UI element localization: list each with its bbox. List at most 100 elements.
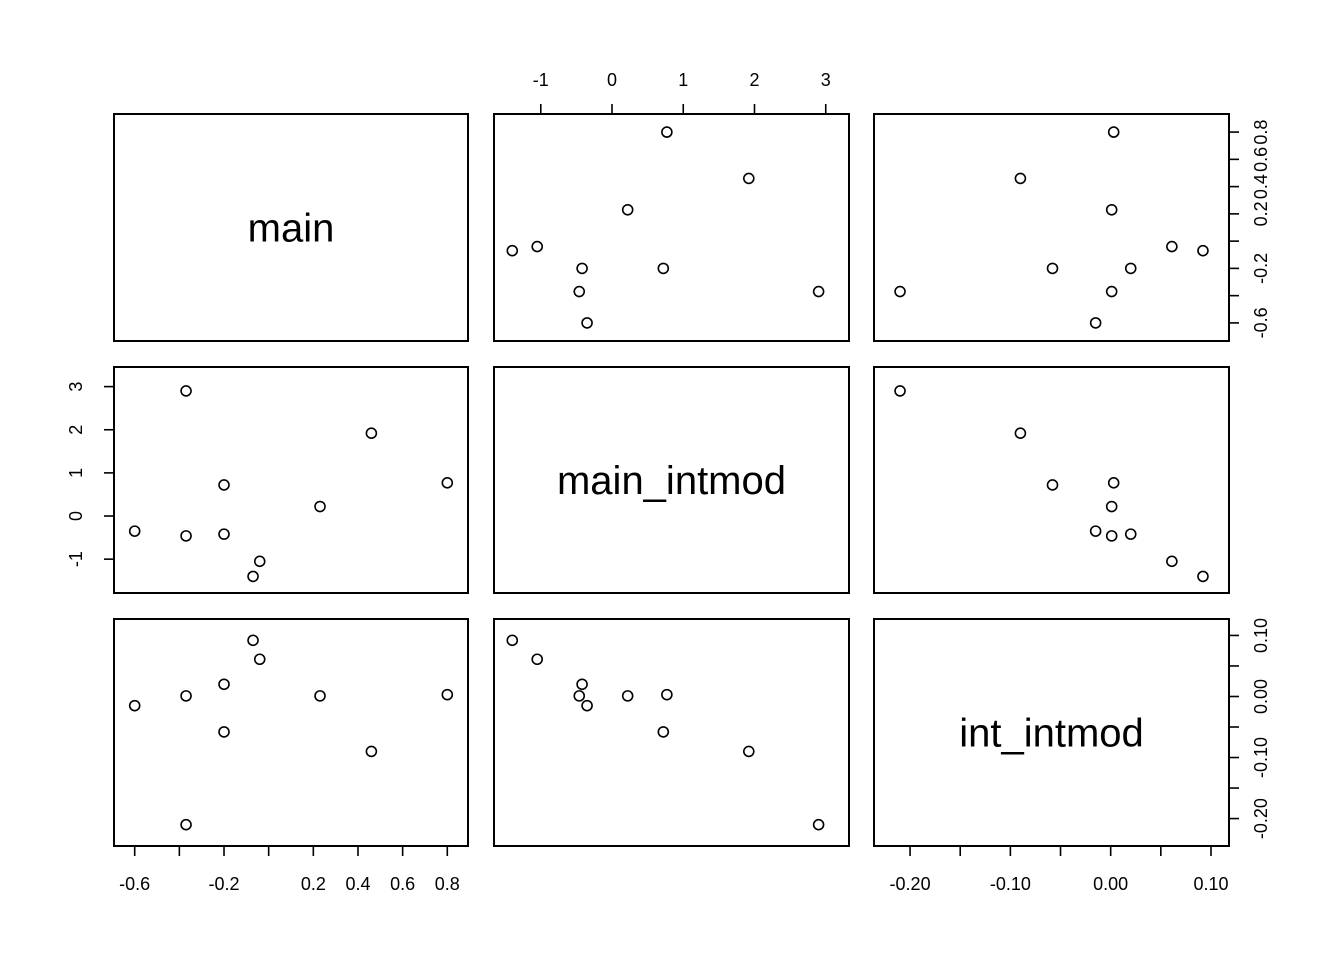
point-main_intmod-vs-main-6 <box>247 570 259 583</box>
point-int_intmod-vs-main_intmod-8 <box>621 690 634 702</box>
point-main-vs-main_intmod-6 <box>506 244 519 257</box>
panel-frame-int_intmod-main <box>113 618 469 847</box>
panel-frame-main_intmod-main_intmod <box>493 366 850 594</box>
tick-label-right-main: -0.6 <box>1251 307 1271 338</box>
point-main_intmod-vs-main-9 <box>365 427 378 439</box>
point-main-vs-int_intmod-6 <box>1197 244 1209 257</box>
tick-label-right-int_intmod: -0.20 <box>1251 798 1271 839</box>
point-main-vs-int_intmod-8 <box>1105 203 1118 216</box>
point-int_intmod-vs-main_intmod-10 <box>661 688 673 701</box>
point-main_intmod-vs-int_intmod-1 <box>1089 525 1102 537</box>
tick-label-bottom-main: 0.6 <box>390 874 415 894</box>
tick-label-top-main_intmod: 1 <box>678 70 688 90</box>
point-int_intmod-vs-main-1 <box>128 699 141 712</box>
point-int_intmod-vs-main-9 <box>365 745 378 758</box>
diagonal-label-main_intmod: main_intmod <box>557 459 786 503</box>
point-main_intmod-vs-main-1 <box>128 525 141 537</box>
point-main-vs-int_intmod-10 <box>1107 126 1120 138</box>
point-main_intmod-vs-main-8 <box>314 500 326 513</box>
point-main-vs-int_intmod-9 <box>1014 172 1027 185</box>
point-main_intmod-vs-int_intmod-3 <box>894 385 906 397</box>
point-main_intmod-vs-main-4 <box>218 479 230 491</box>
point-main-vs-int_intmod-3 <box>894 285 906 298</box>
point-main_intmod-vs-int_intmod-9 <box>1014 427 1027 439</box>
tick-label-left-main_intmod: 2 <box>66 425 86 435</box>
panel-frame-main_intmod-main <box>113 366 469 594</box>
diagonal-label-int_intmod: int_intmod <box>959 712 1144 756</box>
tick-label-right-main: 0.8 <box>1251 120 1271 145</box>
tick-label-right-int_intmod: -0.10 <box>1251 737 1271 778</box>
point-int_intmod-vs-main_intmod-7 <box>531 653 544 666</box>
point-main-vs-int_intmod-2 <box>1105 285 1118 298</box>
point-main_intmod-vs-main-5 <box>218 528 230 540</box>
point-main_intmod-vs-int_intmod-2 <box>1105 530 1118 542</box>
point-main-vs-main_intmod-7 <box>531 240 544 253</box>
panel-frame-main-main_intmod <box>493 113 850 342</box>
tick-label-top-main_intmod: -1 <box>533 70 549 90</box>
point-int_intmod-vs-main_intmod-3 <box>812 818 825 831</box>
panel-frame-main-int_intmod <box>873 113 1230 342</box>
tick-label-bottom-int_intmod: 0.10 <box>1193 874 1228 894</box>
point-int_intmod-vs-main_intmod-5 <box>576 678 588 691</box>
tick-label-top-main_intmod: 0 <box>607 70 617 90</box>
point-main-vs-main_intmod-5 <box>576 262 588 275</box>
tick-label-bottom-main: 0.4 <box>345 874 370 894</box>
point-main-vs-main_intmod-9 <box>742 172 755 185</box>
tick-label-bottom-main: -0.2 <box>208 874 239 894</box>
point-int_intmod-vs-main_intmod-4 <box>657 726 670 738</box>
point-int_intmod-vs-main-10 <box>441 688 454 701</box>
tick-label-bottom-main: -0.6 <box>119 874 150 894</box>
point-main_intmod-vs-int_intmod-4 <box>1046 479 1059 491</box>
panel-frame-int_intmod-main_intmod <box>493 618 850 847</box>
tick-label-bottom-int_intmod: -0.20 <box>890 874 931 894</box>
point-main-vs-main_intmod-4 <box>657 262 670 275</box>
point-main_intmod-vs-main-10 <box>441 477 454 489</box>
tick-label-top-main_intmod: 3 <box>821 70 831 90</box>
point-main-vs-int_intmod-5 <box>1124 262 1137 275</box>
point-main_intmod-vs-int_intmod-8 <box>1105 500 1118 513</box>
point-main-vs-int_intmod-1 <box>1089 317 1102 329</box>
point-main-vs-main_intmod-2 <box>573 285 586 298</box>
point-main-vs-main_intmod-10 <box>661 126 673 138</box>
point-int_intmod-vs-main_intmod-1 <box>581 699 593 712</box>
point-main-vs-main_intmod-3 <box>812 285 825 298</box>
tick-label-bottom-main: 0.2 <box>301 874 326 894</box>
point-int_intmod-vs-main_intmod-9 <box>742 745 755 758</box>
point-main-vs-int_intmod-4 <box>1046 262 1059 275</box>
tick-label-bottom-int_intmod: 0.00 <box>1093 874 1128 894</box>
point-main_intmod-vs-int_intmod-6 <box>1197 570 1209 583</box>
panel-frame-main-main <box>113 113 469 342</box>
tick-label-left-main_intmod: 3 <box>66 382 86 392</box>
point-int_intmod-vs-main_intmod-6 <box>506 634 519 647</box>
point-int_intmod-vs-main-6 <box>247 634 259 647</box>
tick-label-left-main_intmod: 1 <box>66 468 86 478</box>
point-main-vs-main_intmod-1 <box>581 317 593 329</box>
tick-label-left-main_intmod: -1 <box>66 551 86 567</box>
point-int_intmod-vs-main-5 <box>218 678 230 691</box>
point-main-vs-main_intmod-8 <box>621 203 634 216</box>
point-main-vs-int_intmod-7 <box>1166 240 1178 253</box>
tick-label-left-main_intmod: 0 <box>66 511 86 521</box>
tick-label-bottom-int_intmod: -0.10 <box>990 874 1031 894</box>
diagonal-label-main: main <box>248 207 335 251</box>
tick-label-bottom-main: 0.8 <box>435 874 460 894</box>
point-int_intmod-vs-main-8 <box>314 690 326 702</box>
point-main_intmod-vs-main-7 <box>253 555 266 568</box>
tick-label-right-main: -0.2 <box>1251 253 1271 284</box>
point-main_intmod-vs-main-3 <box>180 385 192 397</box>
point-int_intmod-vs-main-4 <box>218 726 230 738</box>
point-main_intmod-vs-int_intmod-10 <box>1107 477 1120 489</box>
tick-label-top-main_intmod: 2 <box>749 70 759 90</box>
tick-label-right-int_intmod: 0.00 <box>1251 679 1271 714</box>
point-int_intmod-vs-main-2 <box>180 690 192 702</box>
panel-frame-main_intmod-int_intmod <box>873 366 1230 594</box>
point-int_intmod-vs-main-3 <box>180 818 192 831</box>
tick-label-right-int_intmod: 0.10 <box>1251 618 1271 653</box>
tick-label-right-main: 0.6 <box>1251 147 1271 172</box>
point-main_intmod-vs-int_intmod-7 <box>1166 555 1178 568</box>
point-int_intmod-vs-main_intmod-2 <box>573 690 586 702</box>
point-int_intmod-vs-main-7 <box>253 653 266 666</box>
tick-label-right-main: 0.4 <box>1251 174 1271 199</box>
point-main_intmod-vs-int_intmod-5 <box>1124 528 1137 540</box>
